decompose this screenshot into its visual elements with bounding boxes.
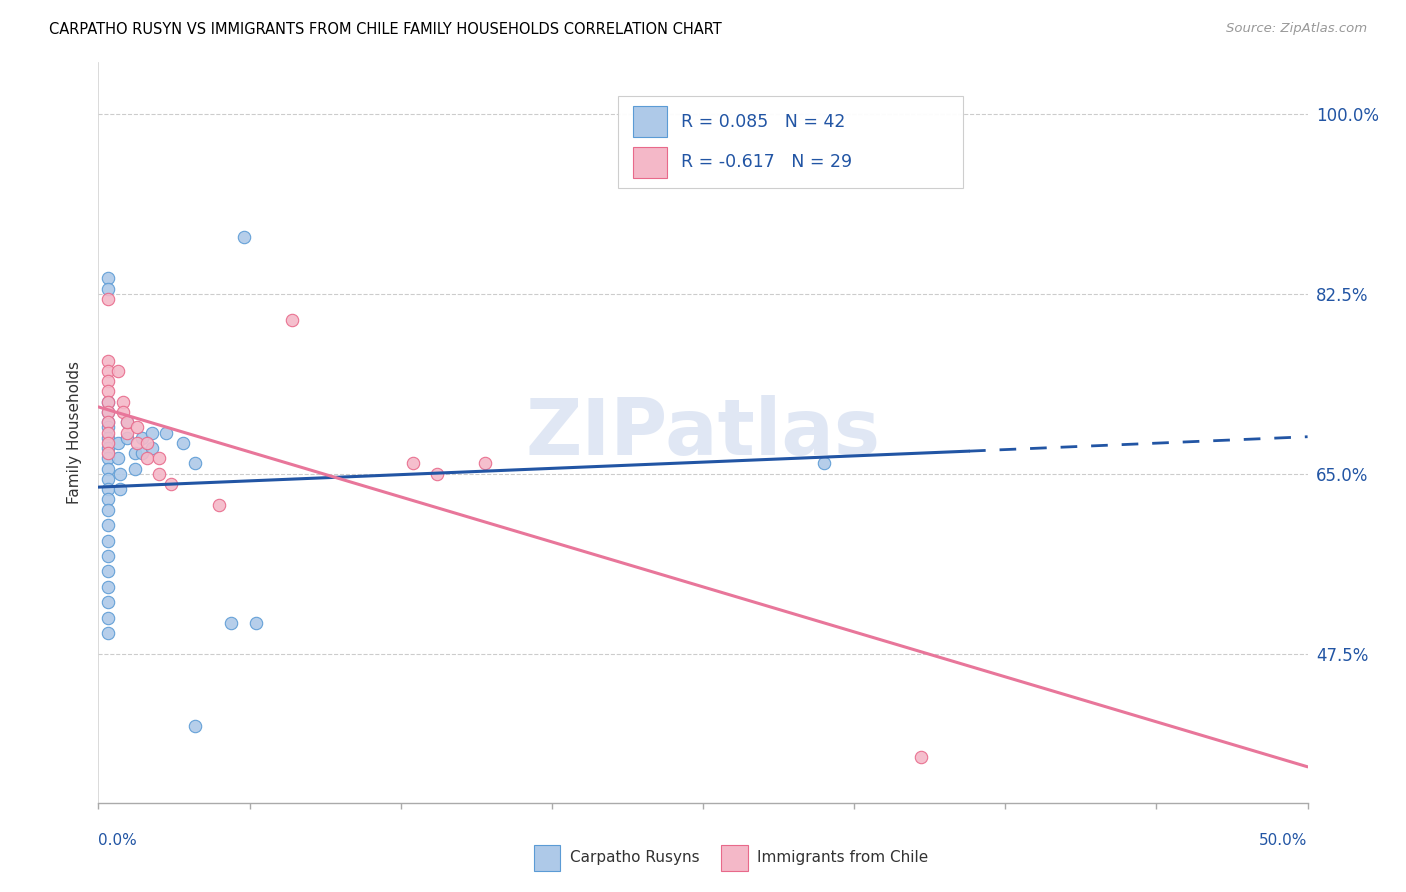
Point [97,405,120,419]
Point [97,595,120,609]
Point [97,482,120,496]
Point [117,431,139,445]
Point [281,312,304,326]
Point [172,436,194,450]
Point [97,415,120,429]
Point [97,461,120,475]
Point [155,425,177,440]
Text: 0.0%: 0.0% [98,833,138,848]
Point [97,415,120,429]
Point [127,436,149,450]
Point [97,374,120,388]
Bar [534,845,561,871]
Point [97,451,120,466]
Point [97,425,120,440]
Point [135,451,157,466]
Text: R = 0.085   N = 42: R = 0.085 N = 42 [682,112,845,130]
Point [117,425,139,440]
Text: Source: ZipAtlas.com: Source: ZipAtlas.com [1226,22,1367,36]
Y-axis label: Family Households: Family Households [67,361,83,504]
Point [232,230,254,244]
Bar [633,106,666,137]
Point [97,353,120,368]
Point [208,498,231,512]
Point [148,467,170,481]
Text: CARPATHO RUSYN VS IMMIGRANTS FROM CHILE FAMILY HOUSEHOLDS CORRELATION CHART: CARPATHO RUSYN VS IMMIGRANTS FROM CHILE … [49,22,721,37]
Point [131,431,153,445]
Point [97,518,120,533]
Point [97,436,120,450]
Point [97,394,120,409]
Point [107,436,129,450]
Point [97,364,120,378]
Point [97,282,120,296]
Point [97,565,120,579]
Point [107,451,129,466]
Point [97,384,120,399]
Point [97,441,120,455]
Text: ZIPatlas: ZIPatlas [526,394,880,471]
Point [97,431,120,445]
Point [117,415,139,429]
Point [97,394,120,409]
Point [141,441,163,455]
Point [108,467,131,481]
Point [111,394,134,409]
Point [97,580,120,594]
Point [97,626,120,640]
Point [124,446,146,460]
Text: Immigrants from Chile: Immigrants from Chile [758,850,928,865]
Point [127,420,149,434]
Point [97,292,120,306]
Point [124,461,146,475]
Point [97,271,120,285]
Point [97,405,120,419]
Point [148,451,170,466]
Point [813,457,835,471]
Point [402,457,425,471]
Bar [633,147,666,178]
Point [135,436,157,450]
Point [97,502,120,516]
Point [221,615,243,630]
Point [245,615,267,630]
Point [97,610,120,624]
Point [97,446,120,460]
Point [97,472,120,486]
FancyBboxPatch shape [619,95,963,188]
Point [108,482,131,496]
Point [97,533,120,548]
Point [117,415,139,429]
Point [474,457,496,471]
Point [107,364,129,378]
Point [141,425,163,440]
Text: 50.0%: 50.0% [1260,833,1308,848]
Point [910,749,932,764]
Point [184,457,207,471]
Text: Carpatho Rusyns: Carpatho Rusyns [569,850,700,865]
Point [97,420,120,434]
Point [426,467,449,481]
Point [160,477,183,491]
Point [111,405,134,419]
Point [184,719,207,733]
Text: R = -0.617   N = 29: R = -0.617 N = 29 [682,153,852,171]
Point [97,549,120,563]
Bar [721,845,748,871]
Point [131,446,153,460]
Point [97,492,120,507]
